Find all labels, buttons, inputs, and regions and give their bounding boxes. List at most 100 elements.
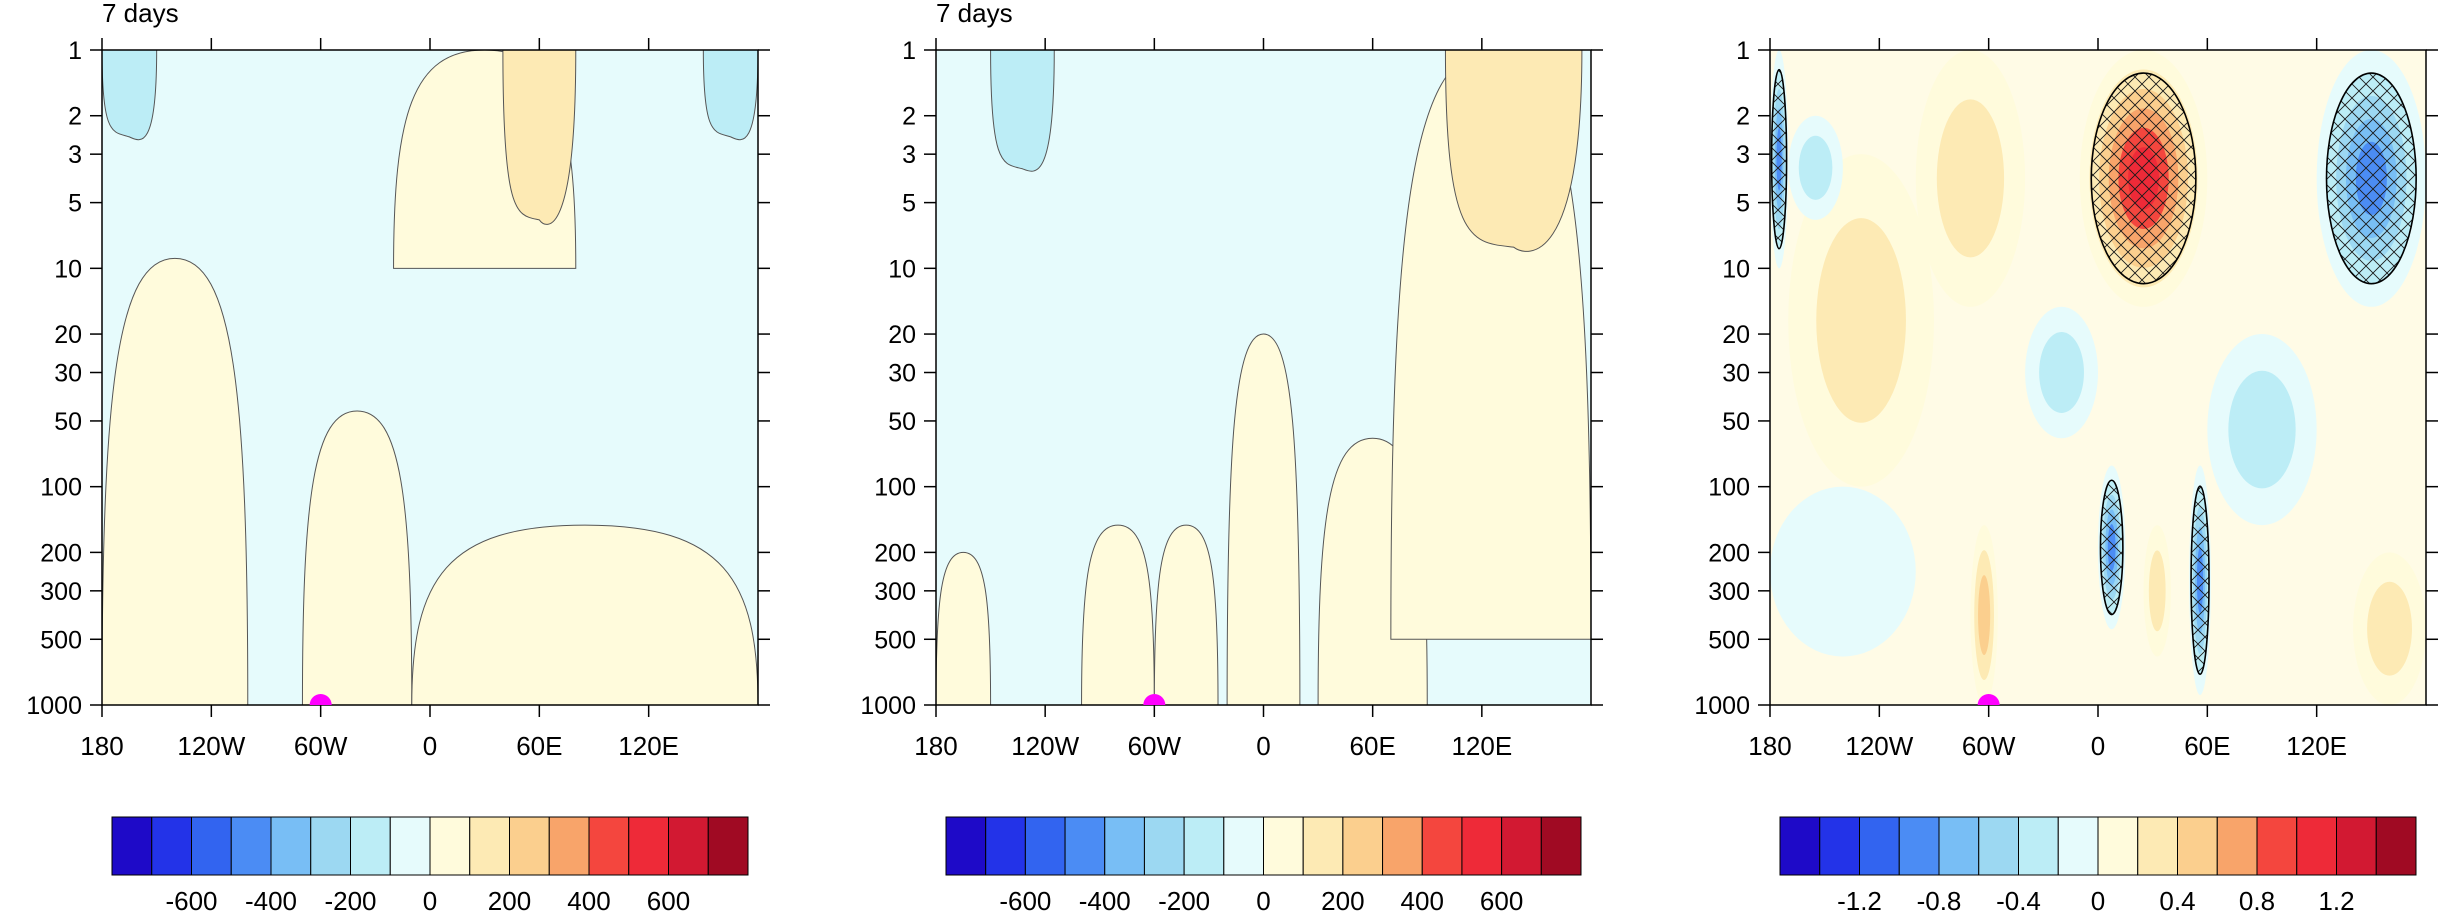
colorbar-swatch <box>1263 816 1304 876</box>
colorbar-swatch <box>310 816 351 876</box>
y-tick-label: 10 <box>54 255 82 283</box>
colorbar-label: -400 <box>245 886 297 916</box>
contour-band <box>1798 135 1833 200</box>
y-tick-label: 10 <box>888 255 916 283</box>
x-tick-label: 180 <box>1748 731 1791 761</box>
colorbar-label: 0.4 <box>2159 886 2195 916</box>
colorbar-label: 200 <box>488 886 531 916</box>
colorbar-swatch <box>230 816 272 876</box>
colorbar-swatch <box>2177 816 2218 876</box>
positive-band <box>502 50 577 225</box>
x-tick-label: 180 <box>80 731 123 761</box>
y-tick-label: 30 <box>888 360 916 388</box>
colorbar-swatch <box>1898 816 1940 876</box>
y-tick-label: 10 <box>1722 255 1750 283</box>
x-tick-label: 60W <box>1128 731 1182 761</box>
y-tick-label: 100 <box>874 474 916 502</box>
contour-field <box>102 50 758 705</box>
colorbar-swatch <box>270 816 312 876</box>
y-tick-label: 300 <box>874 578 916 606</box>
y-tick-label: 100 <box>1708 474 1750 502</box>
colorbar-swatch <box>1342 816 1384 876</box>
y-tick-label: 1 <box>902 37 916 65</box>
y-tick-label: 3 <box>68 141 82 169</box>
y-tick-label: 20 <box>888 321 916 349</box>
x-tick-label: 60E <box>1350 731 1396 761</box>
x-tick-label: 0 <box>423 731 437 761</box>
colorbar-swatch <box>1978 816 2019 876</box>
x-tick-label: 120E <box>2286 731 2347 761</box>
panel-3: 180 120W 60W 0 60E 120E 1 2 3 5 10 20 30 50 100 200 300 5… <box>1694 37 2438 916</box>
contour-band <box>1978 575 1991 656</box>
contour-band <box>2228 370 2296 489</box>
positive-region <box>1081 524 1155 705</box>
y-tick-label: 30 <box>54 360 82 388</box>
x-tick-label: 0 <box>2091 731 2105 761</box>
colorbar-swatch <box>2256 816 2298 876</box>
colorbar-label: -1.2 <box>1837 886 1882 916</box>
colorbar-label: -400 <box>1079 886 1131 916</box>
colorbar-swatch <box>509 816 550 876</box>
contour-band <box>2039 332 2084 413</box>
colorbar-swatch <box>588 816 630 876</box>
x-tick-label: 120E <box>1451 731 1512 761</box>
x-tick-label: 60W <box>294 731 348 761</box>
marker-dot <box>309 694 332 705</box>
panel-2: 180 120W 60W 0 60E 120E 1 2 3 5 10 20 30 50 100 200 300 5… <box>860 0 1603 916</box>
colorbar-label: 1.2 <box>2318 886 2354 916</box>
colorbar-label: -0.4 <box>1996 886 2041 916</box>
colorbar-swatch <box>1143 816 1185 876</box>
colorbar-swatch <box>1501 816 1542 876</box>
colorbar-swatch <box>1540 816 1582 876</box>
colorbar-label: 0 <box>1256 886 1270 916</box>
y-tick-label: 1 <box>1736 37 1750 65</box>
colorbar-swatch <box>1421 816 1463 876</box>
colorbar: -600 -400 -200 0 200 400 600 <box>111 816 749 916</box>
y-tick-label: 500 <box>1708 626 1750 654</box>
colorbar-label: 600 <box>647 886 690 916</box>
positive-band <box>1444 50 1583 252</box>
y-tick-label: 200 <box>1708 539 1750 567</box>
colorbar-swatch <box>1223 816 1264 876</box>
colorbar-swatch <box>1382 816 1423 876</box>
x-tick-label: 60E <box>2184 731 2230 761</box>
negative-region <box>102 50 158 141</box>
y-tick-label: 2 <box>1736 103 1750 131</box>
colorbar-swatch <box>350 816 391 876</box>
colorbar: -600 -400 -200 0 200 400 600 <box>945 816 1582 916</box>
y-tick-label: 2 <box>902 103 916 131</box>
positive-region <box>1226 333 1301 705</box>
significance-hatch <box>2090 72 2197 285</box>
x-tick-label: 60E <box>516 731 562 761</box>
colorbar-swatch <box>469 816 510 876</box>
colorbar-swatch <box>2336 816 2377 876</box>
positive-region <box>1153 524 1219 705</box>
panel-1: 180 120W 60W 0 60E 120E 1 2 3 5 10 20 30 50 100 200 300 5… <box>26 0 770 916</box>
x-tick-label: 180 <box>914 731 957 761</box>
significance-hatch <box>1770 68 1788 250</box>
colorbar-label: 0 <box>423 886 437 916</box>
contour-band <box>2148 550 2166 632</box>
colorbar-label: -200 <box>1158 886 1210 916</box>
colorbar-swatch <box>2057 816 2099 876</box>
colorbar-label: -600 <box>165 886 217 916</box>
marker-dot <box>1143 694 1166 705</box>
y-tick-label: 200 <box>874 539 916 567</box>
colorbar-swatch <box>2296 816 2337 876</box>
y-tick-label: 20 <box>1722 321 1750 349</box>
y-tick-label: 500 <box>874 626 916 654</box>
colorbar-label: 600 <box>1480 886 1523 916</box>
colorbar-label: -0.8 <box>1917 886 1962 916</box>
y-tick-label: 300 <box>40 578 82 606</box>
y-tick-label: 3 <box>902 141 916 169</box>
colorbar-swatch <box>1064 816 1106 876</box>
y-tick-label: 2 <box>68 103 82 131</box>
colorbar-swatch <box>1819 816 1860 876</box>
y-tick-label: 1000 <box>1694 692 1750 720</box>
y-tick-label: 1000 <box>860 692 916 720</box>
y-tick-label: 200 <box>40 539 82 567</box>
colorbar-label: 400 <box>567 886 610 916</box>
y-tick-label: 30 <box>1722 360 1750 388</box>
x-tick-label: 60W <box>1962 731 2016 761</box>
colorbar-swatch <box>1024 816 1066 876</box>
